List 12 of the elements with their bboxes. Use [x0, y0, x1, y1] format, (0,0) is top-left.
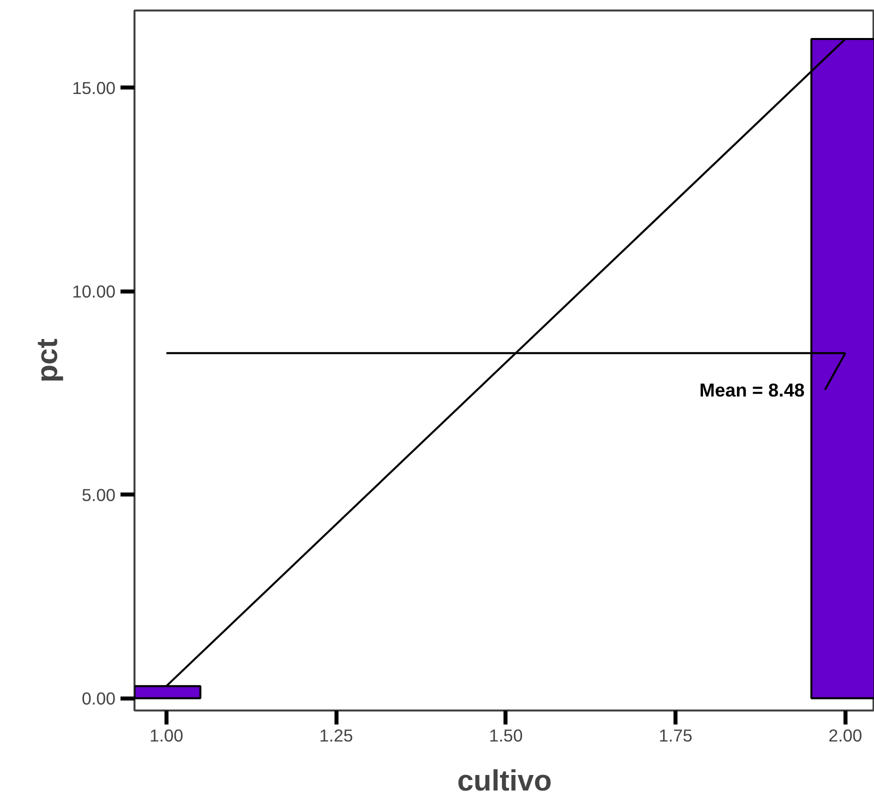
x-axis-title: cultivo — [457, 764, 552, 798]
y-tick-label: 15.00 — [72, 78, 116, 98]
y-tick-label: 10.00 — [72, 281, 116, 302]
x-tick-label: 1.75 — [658, 726, 692, 746]
y-tick-label: 0.00 — [82, 688, 116, 708]
y-axis-title: pct — [31, 338, 64, 382]
x-tick-label: 2.00 — [828, 726, 862, 746]
x-tick-label: 1.25 — [319, 726, 354, 746]
x-tick-label: 1.50 — [488, 726, 523, 746]
y-tick-label: 5.00 — [82, 484, 116, 505]
x-tick-label: 1.00 — [150, 726, 184, 746]
ref-line-label: Mean = 8.48 — [699, 379, 805, 400]
